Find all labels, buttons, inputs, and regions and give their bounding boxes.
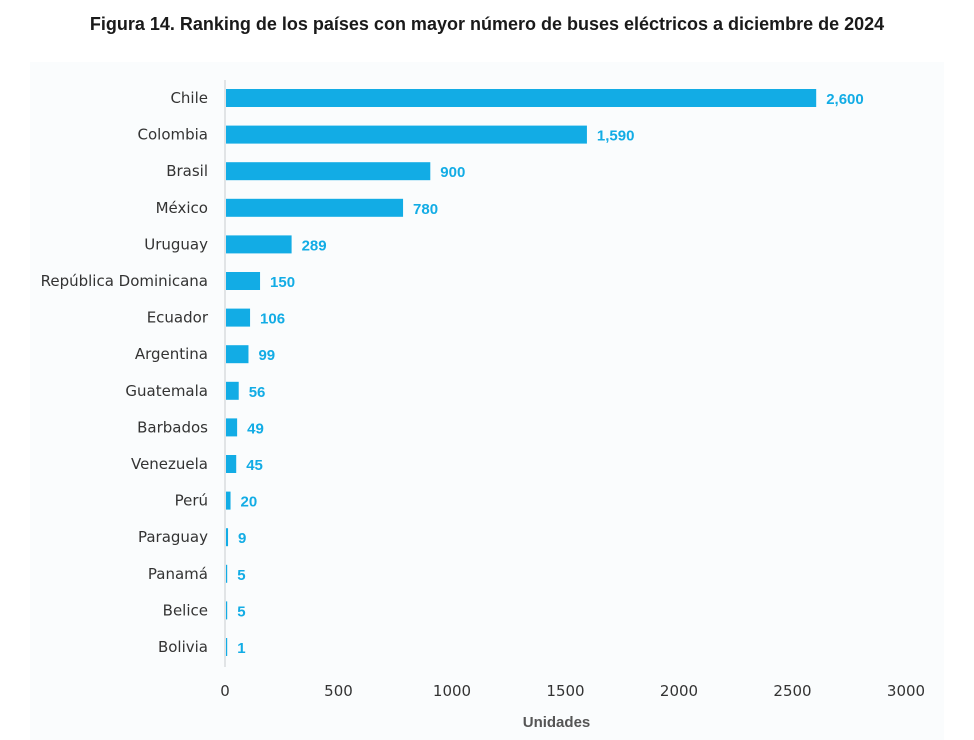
category-label: Barbados bbox=[137, 418, 208, 436]
category-label: Venezuela bbox=[131, 455, 208, 473]
chart-title: Figura 14. Ranking de los países con may… bbox=[89, 14, 885, 34]
bar bbox=[226, 528, 229, 547]
value-label: 20 bbox=[241, 494, 258, 511]
category-label: México bbox=[156, 199, 208, 217]
category-label: Chile bbox=[170, 89, 208, 107]
value-label: 106 bbox=[260, 311, 285, 328]
bar bbox=[226, 308, 251, 327]
value-label: 900 bbox=[440, 164, 465, 181]
category-label: Guatemala bbox=[125, 382, 208, 400]
bar bbox=[226, 198, 404, 217]
x-tick-label: 2500 bbox=[773, 682, 811, 700]
value-label: 150 bbox=[270, 274, 295, 291]
value-label: 9 bbox=[238, 530, 246, 547]
value-label: 56 bbox=[249, 384, 266, 401]
bar bbox=[226, 235, 292, 254]
bar bbox=[226, 638, 228, 656]
value-label: 5 bbox=[237, 567, 245, 584]
bar bbox=[226, 272, 261, 290]
category-label: Brasil bbox=[166, 162, 208, 180]
bar bbox=[226, 125, 587, 144]
value-label: 289 bbox=[302, 237, 327, 254]
value-label: 1 bbox=[237, 640, 245, 657]
x-tick-label: 0 bbox=[220, 682, 230, 700]
x-tick-label: 2000 bbox=[660, 682, 698, 700]
bar bbox=[226, 601, 228, 620]
x-tick-label: 500 bbox=[324, 682, 353, 700]
category-label: Colombia bbox=[138, 126, 209, 144]
bar bbox=[226, 564, 228, 583]
bar bbox=[226, 162, 431, 181]
bar bbox=[226, 491, 231, 510]
category-label: Paraguay bbox=[138, 528, 208, 546]
bar bbox=[226, 345, 249, 364]
x-tick-label: 3000 bbox=[887, 682, 925, 700]
category-label: Bolivia bbox=[158, 638, 208, 656]
category-label: Argentina bbox=[135, 345, 208, 363]
value-label: 99 bbox=[258, 347, 275, 364]
value-label: 2,600 bbox=[826, 91, 864, 108]
category-label: Panamá bbox=[148, 565, 208, 583]
category-label: República Dominicana bbox=[41, 272, 208, 290]
bar bbox=[226, 381, 239, 400]
x-tick-label: 1500 bbox=[546, 682, 584, 700]
bar bbox=[226, 89, 817, 107]
value-label: 1,590 bbox=[597, 128, 635, 145]
x-tick-label: 1000 bbox=[433, 682, 471, 700]
bar bbox=[226, 455, 237, 473]
value-label: 45 bbox=[246, 457, 263, 474]
category-label: Perú bbox=[175, 492, 208, 510]
category-label: Ecuador bbox=[147, 309, 209, 327]
value-label: 780 bbox=[413, 201, 438, 218]
category-label: Belice bbox=[163, 601, 208, 619]
bar bbox=[226, 418, 238, 437]
value-label: 49 bbox=[247, 420, 264, 437]
x-axis-title: Unidades bbox=[523, 714, 591, 731]
chart-panel bbox=[30, 62, 944, 740]
value-label: 5 bbox=[237, 603, 245, 620]
category-label: Uruguay bbox=[144, 235, 208, 253]
